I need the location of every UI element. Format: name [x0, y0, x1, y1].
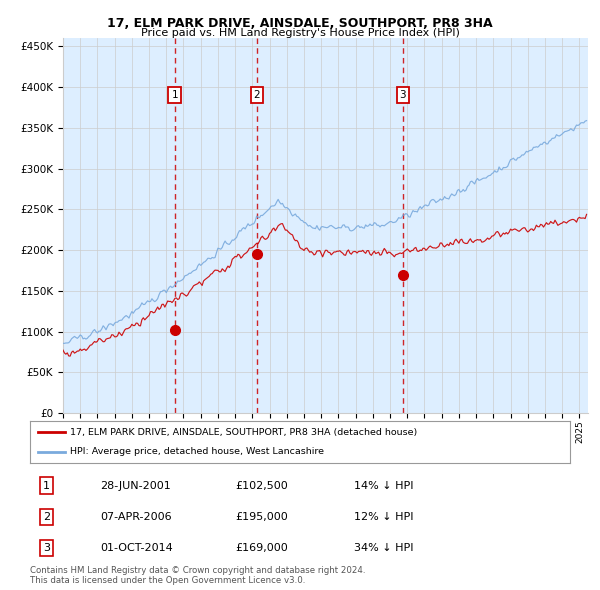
- Text: 2: 2: [43, 512, 50, 522]
- Text: 17, ELM PARK DRIVE, AINSDALE, SOUTHPORT, PR8 3HA: 17, ELM PARK DRIVE, AINSDALE, SOUTHPORT,…: [107, 17, 493, 30]
- Text: HPI: Average price, detached house, West Lancashire: HPI: Average price, detached house, West…: [71, 447, 325, 456]
- Text: 01-OCT-2014: 01-OCT-2014: [100, 543, 173, 553]
- Text: Price paid vs. HM Land Registry's House Price Index (HPI): Price paid vs. HM Land Registry's House …: [140, 28, 460, 38]
- Text: 07-APR-2006: 07-APR-2006: [100, 512, 172, 522]
- Text: 1: 1: [43, 481, 50, 490]
- Text: 14% ↓ HPI: 14% ↓ HPI: [354, 481, 413, 490]
- Text: 3: 3: [400, 90, 406, 100]
- Text: £102,500: £102,500: [235, 481, 288, 490]
- Text: £195,000: £195,000: [235, 512, 288, 522]
- Text: 34% ↓ HPI: 34% ↓ HPI: [354, 543, 413, 553]
- Text: 12% ↓ HPI: 12% ↓ HPI: [354, 512, 413, 522]
- Text: Contains HM Land Registry data © Crown copyright and database right 2024.
This d: Contains HM Land Registry data © Crown c…: [30, 566, 365, 585]
- Text: 1: 1: [172, 90, 178, 100]
- Text: 2: 2: [254, 90, 260, 100]
- Text: 28-JUN-2001: 28-JUN-2001: [100, 481, 171, 490]
- Text: £169,000: £169,000: [235, 543, 288, 553]
- Text: 3: 3: [43, 543, 50, 553]
- Text: 17, ELM PARK DRIVE, AINSDALE, SOUTHPORT, PR8 3HA (detached house): 17, ELM PARK DRIVE, AINSDALE, SOUTHPORT,…: [71, 428, 418, 437]
